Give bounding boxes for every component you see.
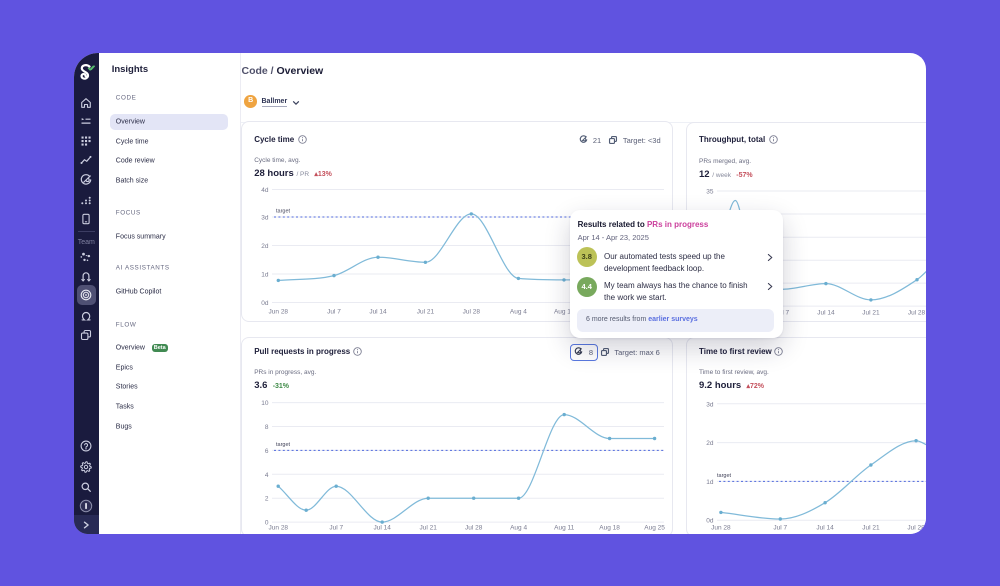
svg-text:Jul 7: Jul 7 [773, 524, 787, 531]
svg-text:Jul 28: Jul 28 [908, 309, 926, 316]
svg-text:Aug 4: Aug 4 [510, 524, 527, 531]
svg-text:Jun 28: Jun 28 [268, 309, 288, 316]
svg-text:0d: 0d [706, 517, 714, 524]
svg-text:3d: 3d [261, 215, 269, 222]
svg-text:4: 4 [265, 472, 269, 479]
svg-text:1d: 1d [261, 272, 269, 279]
svg-text:4d: 4d [261, 187, 269, 194]
svg-text:Jul 14: Jul 14 [817, 309, 835, 316]
svg-text:2d: 2d [261, 243, 269, 250]
svg-text:8: 8 [265, 424, 269, 431]
svg-text:Jul 7: Jul 7 [329, 524, 343, 531]
svg-text:Jul 28: Jul 28 [465, 524, 483, 531]
svg-text:Jul 21: Jul 21 [417, 309, 435, 316]
svg-text:Jun 28: Jun 28 [268, 524, 288, 531]
svg-text:10: 10 [261, 400, 269, 407]
svg-text:Aug 4: Aug 4 [510, 309, 527, 316]
svg-text:2d: 2d [706, 440, 714, 447]
svg-text:Jul 7: Jul 7 [327, 309, 341, 316]
svg-text:3d: 3d [706, 401, 714, 408]
svg-text:1d: 1d [706, 479, 714, 486]
svg-text:Jun 28: Jun 28 [711, 524, 731, 531]
svg-text:Aug 25: Aug 25 [644, 524, 665, 531]
svg-text:Jul 14: Jul 14 [373, 524, 391, 531]
svg-text:target: target [276, 209, 291, 215]
svg-text:0: 0 [265, 519, 269, 526]
svg-text:0d: 0d [261, 300, 269, 307]
svg-text:Jul 21: Jul 21 [862, 309, 880, 316]
svg-text:Aug 11: Aug 11 [554, 309, 575, 316]
svg-text:Jul 21: Jul 21 [862, 524, 880, 531]
svg-text:Jul 14: Jul 14 [816, 524, 834, 531]
svg-text:target: target [276, 442, 291, 448]
svg-text:target: target [717, 473, 732, 479]
svg-text:Jul 21: Jul 21 [419, 524, 437, 531]
svg-text:Jul 28: Jul 28 [463, 309, 481, 316]
svg-text:Jul 28: Jul 28 [907, 524, 925, 531]
svg-text:Jul 14: Jul 14 [369, 309, 387, 316]
svg-text:2: 2 [265, 495, 269, 502]
svg-text:35: 35 [706, 188, 714, 195]
svg-text:Aug 11: Aug 11 [554, 524, 575, 531]
svg-text:Aug 18: Aug 18 [599, 524, 620, 531]
svg-text:6: 6 [265, 448, 269, 455]
